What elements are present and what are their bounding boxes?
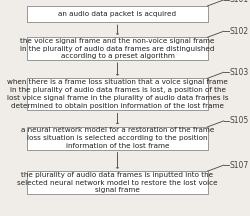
Text: S105: S105 [230,116,249,125]
Text: S102: S102 [230,27,249,36]
FancyBboxPatch shape [28,78,208,110]
Text: S103: S103 [230,68,249,77]
Text: the voice signal frame and the non-voice signal frame
in the plurality of audio : the voice signal frame and the non-voice… [20,38,215,59]
Text: a neural network model for a restoration of the frame
loss situation is selected: a neural network model for a restoration… [21,127,214,149]
FancyBboxPatch shape [28,37,208,60]
FancyBboxPatch shape [28,6,208,22]
FancyBboxPatch shape [28,171,208,194]
Text: S107: S107 [230,161,249,170]
Text: when there is a frame loss situation that a voice signal frame
in the plurality : when there is a frame loss situation tha… [7,79,228,109]
Text: an audio data packet is acquired: an audio data packet is acquired [58,11,176,17]
Text: the plurality of audio data frames is inputted into the
selected neural network : the plurality of audio data frames is in… [17,172,218,193]
Text: S101: S101 [230,0,249,4]
FancyBboxPatch shape [28,127,208,149]
